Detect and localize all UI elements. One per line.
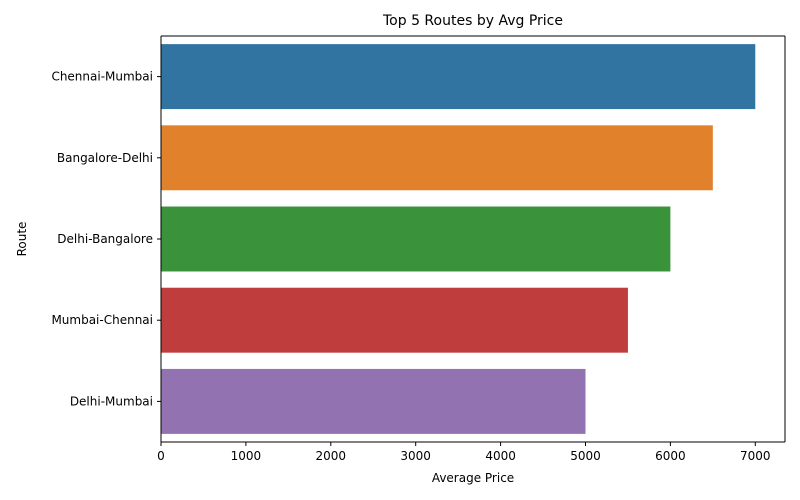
bar-bangalore-delhi — [161, 125, 713, 191]
y-tick-label: Delhi-Mumbai — [70, 394, 153, 408]
x-tick-label: 4000 — [485, 449, 516, 463]
bar-delhi-mumbai — [161, 368, 586, 434]
x-tick-label: 2000 — [316, 449, 347, 463]
y-tick-label: Chennai-Mumbai — [51, 70, 153, 84]
x-tick-label: 0 — [157, 449, 165, 463]
bars-group — [161, 44, 756, 434]
x-tick-label: 3000 — [400, 449, 431, 463]
x-axis-label: Average Price — [432, 471, 514, 485]
y-axis-label: Route — [15, 222, 29, 257]
x-axis-ticks: 0 1000 2000 3000 4000 5000 6000 7000 — [157, 442, 771, 463]
y-axis-ticks: Chennai-Mumbai Bangalore-Delhi Delhi-Banga… — [51, 70, 161, 408]
bar-chennai-mumbai — [161, 44, 756, 110]
x-tick-label: 1000 — [231, 449, 262, 463]
x-tick-label: 5000 — [570, 449, 601, 463]
bar-delhi-bangalore — [161, 206, 671, 272]
bar-mumbai-chennai — [161, 287, 628, 353]
y-tick-label: Mumbai-Chennai — [51, 313, 153, 327]
y-tick-label: Delhi-Bangalore — [57, 232, 153, 246]
y-tick-label: Bangalore-Delhi — [57, 151, 153, 165]
x-tick-label: 7000 — [740, 449, 771, 463]
chart-title: Top 5 Routes by Avg Price — [382, 13, 563, 29]
x-tick-label: 6000 — [655, 449, 686, 463]
